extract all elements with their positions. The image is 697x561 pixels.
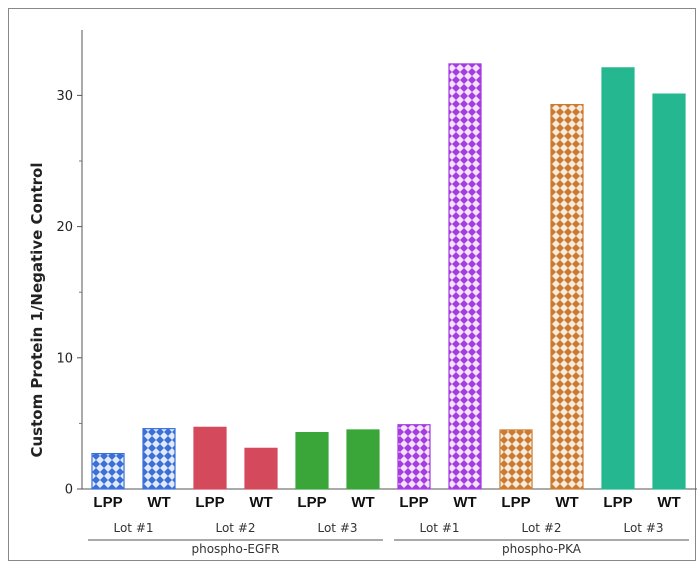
lot-label: Lot #3 [623, 521, 663, 535]
bar-phospho-pka-lot1-lpp [397, 424, 431, 490]
bar-phospho-pka-lot2-lpp [499, 429, 533, 490]
y-axis: 0 10 20 30 [56, 30, 697, 498]
bar-phospho-pka-lot3-wt [652, 93, 686, 490]
lot-label: Lot #2 [521, 521, 561, 535]
bar-phospho-pka-lot3-lpp [601, 67, 635, 490]
group-label: phospho-EGFR [191, 542, 279, 556]
y-tick-label: 20 [56, 220, 73, 235]
x-tick-label: WT [453, 494, 476, 511]
lot-label: Lot #1 [419, 521, 459, 535]
x-tick-label: WT [351, 494, 374, 511]
x-tick-label: WT [555, 494, 578, 511]
x-tick-label: LPP [603, 494, 632, 511]
x-tick-label: LPP [399, 494, 428, 511]
y-tick-label: 0 [65, 483, 73, 498]
lot-label: Lot #2 [215, 521, 255, 535]
bar-phospho-egfr-lot3-wt [346, 429, 380, 490]
x-tick-label: WT [657, 494, 680, 511]
bars [91, 63, 686, 490]
y-tick-label: 30 [56, 89, 73, 104]
bar-phospho-egfr-lot2-wt [244, 447, 278, 490]
bar-phospho-egfr-lot1-wt [142, 428, 176, 490]
bar-phospho-pka-lot2-wt [550, 103, 584, 490]
x-tick-label: WT [249, 494, 272, 511]
bar-phospho-egfr-lot3-lpp [295, 431, 329, 490]
bar-phospho-egfr-lot1-lpp [91, 452, 125, 490]
x-tick-label: WT [147, 494, 170, 511]
y-tick-label: 10 [56, 351, 73, 366]
bar-phospho-pka-lot1-wt [448, 63, 482, 490]
group-label: phospho-PKA [502, 542, 582, 556]
x-tick-label: LPP [195, 494, 224, 511]
x-tick-label: LPP [501, 494, 530, 511]
lot-label: Lot #3 [317, 521, 357, 535]
x-axis-labels: LPP WT Lot #1 LPP WT Lot #2 LPP WT Lot #3 phospho… [88, 494, 689, 556]
x-tick-label: LPP [297, 494, 326, 511]
x-tick-label: LPP [93, 494, 122, 511]
lot-label: Lot #1 [113, 521, 153, 535]
y-axis-label: Custom Protein 1/Negative Control [28, 162, 46, 457]
bar-phospho-egfr-lot2-lpp [193, 426, 227, 490]
